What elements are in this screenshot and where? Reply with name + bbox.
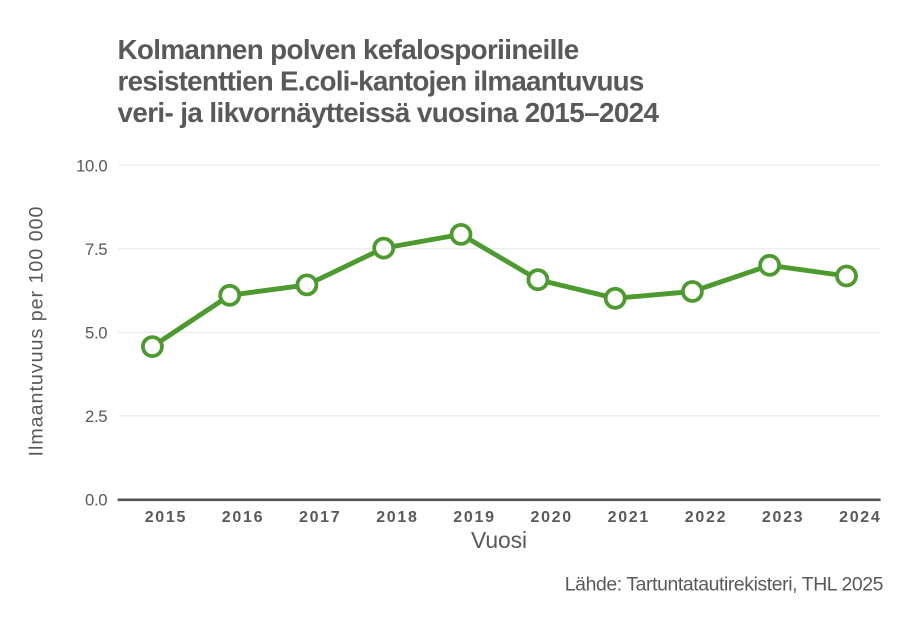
- svg-text:2015: 2015: [145, 509, 187, 526]
- svg-text:2017: 2017: [299, 509, 341, 526]
- svg-text:5.0: 5.0: [85, 323, 107, 342]
- svg-text:0.0: 0.0: [85, 491, 107, 510]
- svg-text:2019: 2019: [453, 509, 495, 526]
- svg-text:Lähde: Tartuntatautirekisteri,: Lähde: Tartuntatautirekisteri, THL 2025: [565, 574, 883, 596]
- svg-text:Ilmaantuvuus per 100 000: Ilmaantuvuus per 100 000: [26, 206, 48, 457]
- svg-text:2022: 2022: [685, 509, 727, 526]
- svg-text:2023: 2023: [762, 509, 804, 526]
- svg-text:2020: 2020: [530, 509, 572, 526]
- svg-text:2016: 2016: [222, 509, 264, 526]
- svg-text:Kolmannen polven kefalosporiin: Kolmannen polven kefalosporiineille: [118, 34, 579, 65]
- svg-text:2024: 2024: [839, 509, 881, 526]
- svg-text:7.5: 7.5: [85, 240, 107, 259]
- svg-text:veri- ja likvornäytteissä vuos: veri- ja likvornäytteissä vuosina 2015–2…: [118, 97, 660, 128]
- svg-text:10.0: 10.0: [76, 156, 107, 175]
- svg-text:resistenttien E.coli-kantojen: resistenttien E.coli-kantojen ilmaantuvu…: [118, 66, 644, 97]
- svg-text:2.5: 2.5: [85, 407, 107, 426]
- svg-text:2018: 2018: [376, 509, 418, 526]
- svg-text:2021: 2021: [608, 509, 650, 526]
- svg-text:Vuosi: Vuosi: [471, 527, 527, 553]
